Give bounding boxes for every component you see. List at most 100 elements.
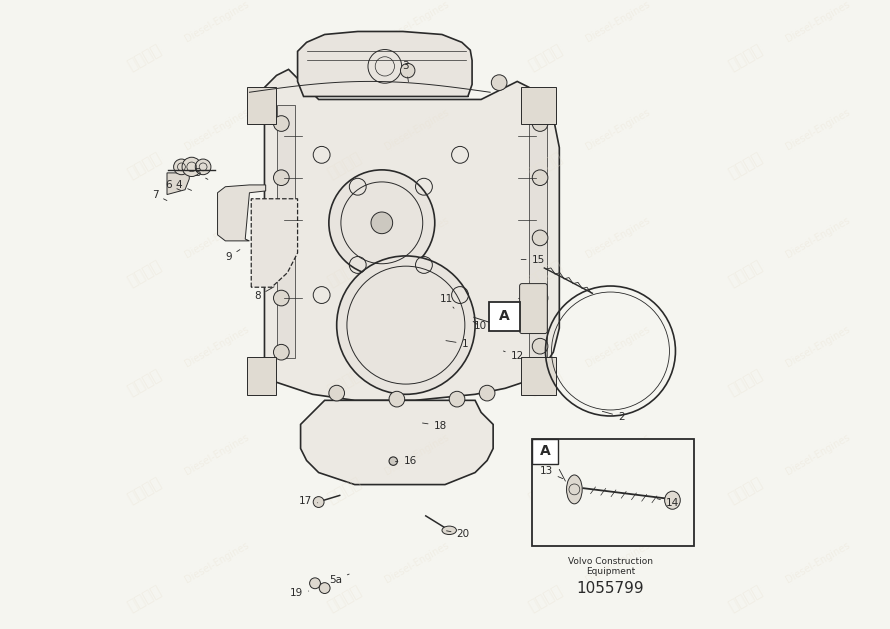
Circle shape — [273, 116, 289, 131]
Circle shape — [532, 338, 548, 354]
Text: 5a: 5a — [329, 574, 349, 585]
Text: Diesel-Engines: Diesel-Engines — [182, 432, 250, 477]
Circle shape — [182, 157, 201, 177]
Text: Diesel-Engines: Diesel-Engines — [584, 216, 651, 260]
Text: 14: 14 — [657, 498, 679, 508]
Circle shape — [323, 75, 338, 91]
Text: 紫发动力: 紫发动力 — [526, 150, 565, 181]
Text: 6: 6 — [165, 180, 181, 191]
Polygon shape — [301, 400, 493, 484]
Circle shape — [449, 391, 465, 407]
Text: 18: 18 — [423, 421, 447, 431]
FancyBboxPatch shape — [247, 87, 276, 125]
Bar — [532, 439, 557, 464]
Text: 20: 20 — [447, 529, 470, 539]
Text: 紫发动力: 紫发动力 — [125, 475, 164, 506]
Text: 8: 8 — [254, 287, 274, 301]
Text: 紫发动力: 紫发动力 — [325, 583, 364, 615]
Text: A: A — [499, 309, 510, 323]
Text: 2: 2 — [603, 411, 625, 421]
Text: Diesel-Engines: Diesel-Engines — [784, 432, 852, 477]
Ellipse shape — [442, 526, 457, 535]
Ellipse shape — [567, 475, 582, 504]
Circle shape — [329, 170, 435, 276]
Circle shape — [273, 290, 289, 306]
Text: Equipment: Equipment — [586, 567, 635, 576]
Text: 10: 10 — [473, 321, 487, 331]
Text: Diesel-Engines: Diesel-Engines — [182, 540, 250, 585]
Text: 紫发动力: 紫发动力 — [325, 475, 364, 506]
Circle shape — [480, 386, 495, 401]
Text: Diesel-Engines: Diesel-Engines — [784, 324, 852, 369]
Text: 紫发动力: 紫发动力 — [526, 367, 565, 398]
Circle shape — [174, 159, 190, 175]
Circle shape — [273, 230, 289, 246]
Text: 1: 1 — [446, 339, 468, 348]
Text: 紫发动力: 紫发动力 — [125, 259, 164, 289]
Text: 12: 12 — [504, 351, 524, 362]
Circle shape — [400, 64, 415, 78]
FancyBboxPatch shape — [247, 357, 276, 395]
Text: 紫发动力: 紫发动力 — [325, 259, 364, 289]
Text: Diesel-Engines: Diesel-Engines — [383, 540, 450, 585]
Text: Diesel-Engines: Diesel-Engines — [584, 432, 651, 477]
Polygon shape — [530, 106, 547, 359]
Text: Diesel-Engines: Diesel-Engines — [383, 324, 450, 369]
Circle shape — [329, 386, 344, 401]
Text: Diesel-Engines: Diesel-Engines — [584, 0, 651, 43]
Text: 紫发动力: 紫发动力 — [526, 475, 565, 506]
Text: Diesel-Engines: Diesel-Engines — [182, 324, 250, 369]
Text: Diesel-Engines: Diesel-Engines — [383, 216, 450, 260]
Circle shape — [273, 345, 289, 360]
Text: 5: 5 — [194, 169, 208, 179]
Text: 紫发动力: 紫发动力 — [726, 475, 765, 506]
Polygon shape — [167, 173, 190, 194]
Text: Diesel-Engines: Diesel-Engines — [784, 107, 852, 152]
Text: 16: 16 — [395, 456, 417, 466]
Text: 紫发动力: 紫发动力 — [125, 583, 164, 615]
Text: Diesel-Engines: Diesel-Engines — [784, 540, 852, 585]
Text: Diesel-Engines: Diesel-Engines — [182, 216, 250, 260]
Circle shape — [313, 497, 324, 508]
Circle shape — [443, 69, 459, 84]
Polygon shape — [277, 106, 295, 359]
Polygon shape — [297, 31, 472, 96]
Text: 紫发动力: 紫发动力 — [726, 42, 765, 73]
Text: 紫发动力: 紫发动力 — [325, 42, 364, 73]
Bar — [489, 302, 521, 331]
FancyBboxPatch shape — [521, 87, 555, 125]
Circle shape — [320, 582, 330, 594]
Text: Diesel-Engines: Diesel-Engines — [182, 107, 250, 152]
Circle shape — [389, 457, 398, 465]
Text: 紫发动力: 紫发动力 — [325, 150, 364, 181]
Text: 紫发动力: 紫发动力 — [325, 367, 364, 398]
Circle shape — [532, 170, 548, 186]
Text: Diesel-Engines: Diesel-Engines — [182, 0, 250, 43]
Circle shape — [532, 290, 548, 306]
Text: 13: 13 — [539, 466, 562, 479]
Text: 紫发动力: 紫发动力 — [125, 42, 164, 73]
Circle shape — [195, 159, 211, 175]
Polygon shape — [251, 199, 297, 287]
Polygon shape — [264, 69, 559, 400]
Text: Diesel-Engines: Diesel-Engines — [383, 432, 450, 477]
Text: 紫发动力: 紫发动力 — [726, 583, 765, 615]
Text: 17: 17 — [299, 496, 318, 506]
Text: 11: 11 — [440, 294, 454, 308]
Bar — [532, 439, 693, 546]
Text: 4: 4 — [175, 180, 191, 191]
Text: 7: 7 — [151, 189, 167, 201]
Text: 紫发动力: 紫发动力 — [125, 150, 164, 181]
Circle shape — [371, 212, 392, 233]
Text: Diesel-Engines: Diesel-Engines — [784, 0, 852, 43]
Text: 9: 9 — [225, 250, 240, 262]
Text: 紫发动力: 紫发动力 — [526, 259, 565, 289]
Text: 紫发动力: 紫发动力 — [526, 583, 565, 615]
FancyBboxPatch shape — [521, 357, 555, 395]
Circle shape — [491, 75, 507, 91]
Circle shape — [389, 391, 405, 407]
Text: Diesel-Engines: Diesel-Engines — [584, 540, 651, 585]
Text: Diesel-Engines: Diesel-Engines — [383, 107, 450, 152]
Circle shape — [532, 116, 548, 131]
Text: Diesel-Engines: Diesel-Engines — [784, 216, 852, 260]
